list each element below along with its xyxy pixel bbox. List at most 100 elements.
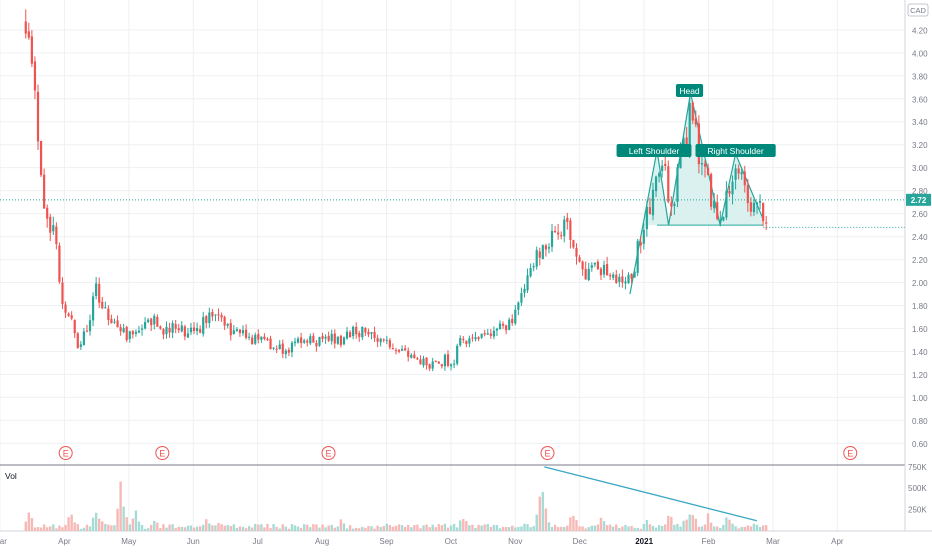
volume-bar — [116, 508, 119, 531]
volume-bar — [538, 496, 541, 531]
candle-body — [355, 326, 358, 335]
volume-bar — [440, 525, 444, 531]
earnings-marker: E — [321, 446, 336, 460]
current-price-value: 2.72 — [911, 196, 927, 205]
candle-body — [27, 31, 30, 38]
left-shoulder-label-text: Left Shoulder — [629, 146, 680, 156]
volume-bar — [107, 524, 110, 531]
candle-body — [624, 281, 627, 284]
candle-body — [327, 335, 330, 341]
candle-body — [290, 342, 294, 353]
candle-body — [397, 349, 401, 352]
volume-bar — [535, 514, 538, 531]
candle-body — [673, 203, 676, 207]
candle-body — [523, 288, 526, 293]
candle-body — [125, 326, 128, 341]
candle-body — [710, 174, 713, 207]
candle-body — [557, 232, 560, 235]
volume-bar — [88, 526, 92, 531]
reference-lines — [0, 199, 905, 228]
earnings-marker-circle — [321, 446, 336, 460]
candle-body — [630, 273, 633, 279]
volume-bar — [416, 524, 419, 531]
candle-body — [46, 207, 49, 219]
volume-bar — [697, 526, 701, 531]
candle-body — [560, 235, 563, 237]
candle-body — [104, 307, 107, 309]
volume-bar — [370, 526, 373, 531]
candle-body — [495, 328, 499, 331]
candle-body — [529, 267, 532, 277]
candle-body — [471, 337, 474, 339]
price-tick-label: 0.80 — [912, 417, 928, 426]
candle-body — [140, 328, 144, 330]
candle-body — [612, 274, 615, 278]
candle-body — [260, 336, 263, 340]
candle-body — [498, 323, 502, 330]
candle-body — [407, 350, 410, 357]
volume-bar — [318, 527, 321, 531]
time-tick-label: Dec — [573, 537, 587, 546]
volume-bar — [541, 491, 545, 531]
candle-body — [728, 191, 731, 194]
time-tick-label: Sep — [379, 537, 394, 546]
candle-body — [58, 245, 61, 282]
volume-bar — [49, 526, 52, 531]
volume-bar — [633, 528, 636, 531]
candle-body — [189, 327, 193, 333]
time-tick-label: Mar — [0, 537, 7, 546]
volume-bar — [688, 514, 691, 531]
volume-bar — [651, 525, 655, 531]
candle-body — [526, 275, 529, 291]
volume-bar — [33, 527, 37, 531]
volume-bar — [220, 524, 223, 531]
candle-body — [238, 329, 242, 333]
candle-body — [664, 163, 667, 166]
volume-bar — [425, 524, 428, 531]
candle-body — [449, 364, 453, 367]
candle-body — [511, 319, 514, 324]
candle-body — [73, 319, 76, 334]
candle-body — [91, 296, 95, 321]
volume-bar — [737, 528, 740, 531]
volume-bar — [700, 526, 704, 531]
candle-body — [177, 328, 180, 331]
volume-bar — [278, 528, 281, 531]
candle-body — [676, 167, 679, 202]
right-shoulder-label: Right Shoulder — [695, 144, 776, 157]
candle-body — [621, 276, 624, 283]
candle-body — [547, 247, 551, 249]
volume-bar — [520, 526, 523, 531]
candle-body — [382, 339, 385, 341]
candle-body — [615, 274, 618, 283]
volume-bar — [67, 517, 70, 531]
candle-body — [584, 268, 587, 280]
candle-body — [226, 324, 229, 326]
candle-body — [590, 265, 593, 268]
volume-bar — [654, 527, 658, 531]
volume-bar — [660, 525, 664, 531]
volume-bar — [296, 526, 300, 531]
candle-body — [477, 337, 480, 339]
volume-bar — [324, 527, 327, 531]
candle-body — [661, 165, 664, 172]
volume-bar — [315, 524, 318, 531]
candle-body — [116, 320, 119, 328]
volume-bar — [584, 528, 587, 531]
candle-body — [312, 335, 315, 343]
candle-body — [581, 261, 584, 270]
volume-bar — [483, 524, 486, 531]
time-tick-label: Jun — [187, 537, 200, 546]
volume-bar — [73, 522, 76, 531]
volume-bar — [177, 526, 180, 531]
volume-bar — [694, 518, 698, 531]
currency-badge: CAD — [907, 3, 929, 17]
candle-body — [425, 357, 428, 366]
volume-bar — [556, 526, 560, 531]
volume-bar — [345, 528, 349, 531]
price-tick-label: 3.20 — [912, 141, 928, 150]
candle-body — [220, 315, 223, 318]
candle-body — [281, 343, 284, 354]
volume-bar — [486, 524, 489, 531]
